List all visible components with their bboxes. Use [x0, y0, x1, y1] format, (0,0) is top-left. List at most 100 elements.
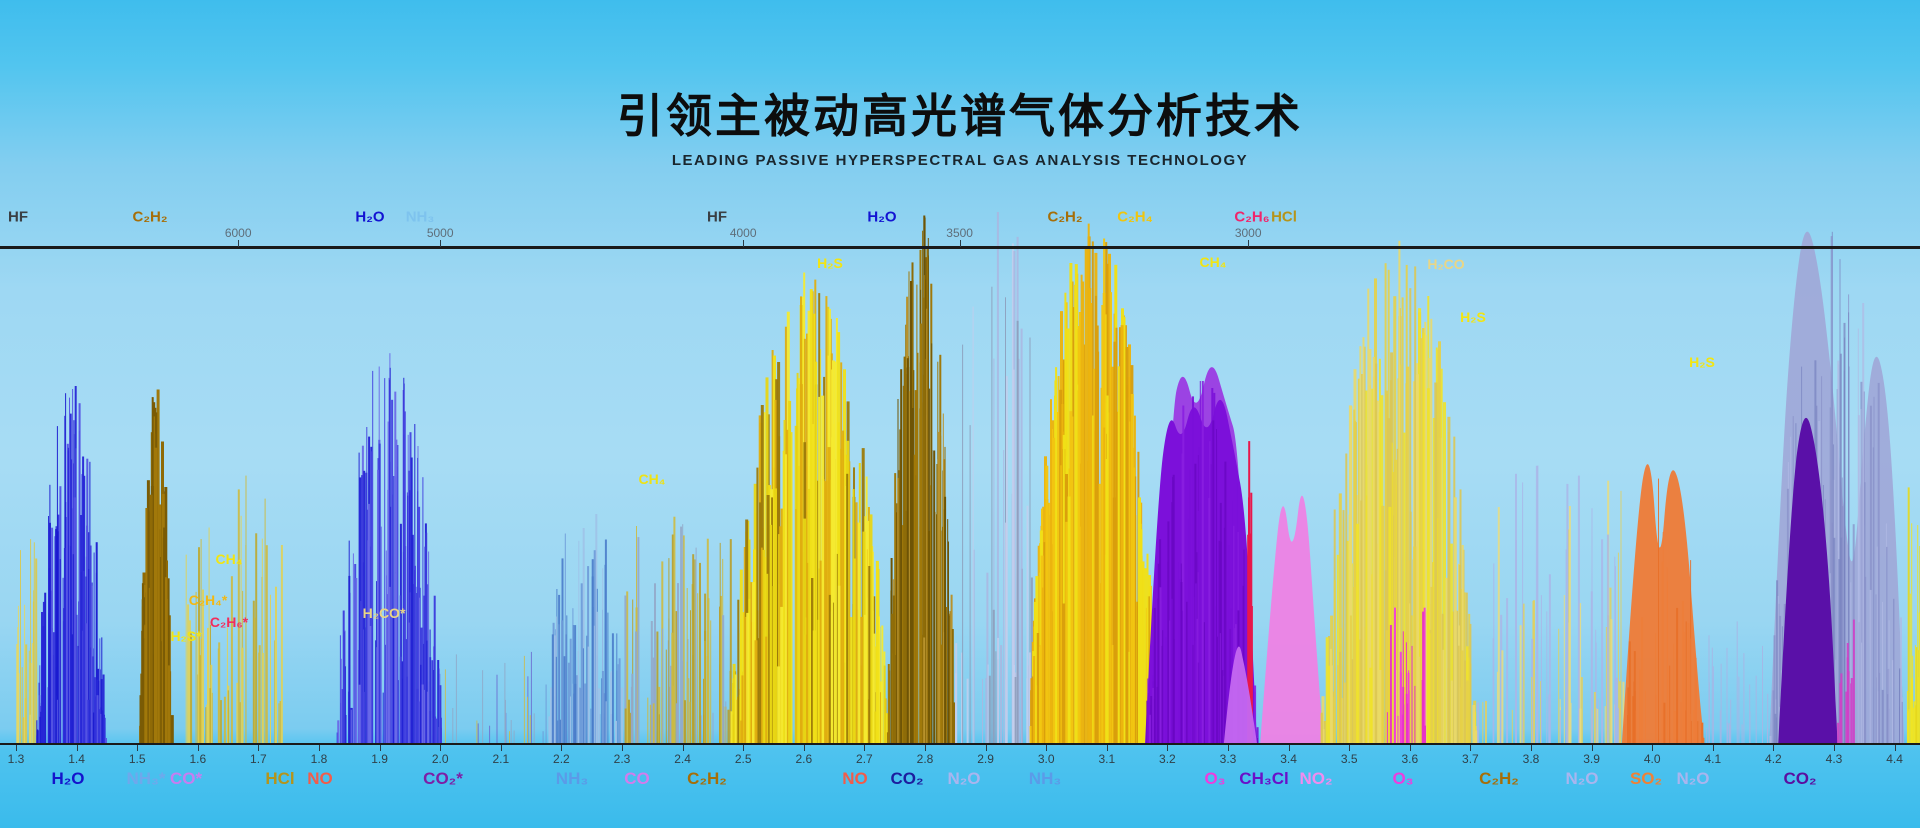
band-h2o-1.9 [336, 353, 442, 744]
wavelength-tick-mark [925, 745, 926, 751]
bottom-gas-label-NO: NO [842, 769, 868, 788]
wavelength-tick-mark [1228, 745, 1229, 751]
wavenumber-tick-mark [238, 240, 240, 247]
wavenumber-axis-line [0, 246, 1920, 249]
wavenumber-tick-mark [743, 240, 745, 247]
wavelength-tick-label: 2.3 [613, 752, 631, 766]
band-khaki-3.55 [1320, 240, 1478, 744]
band-purple-lines [1146, 381, 1259, 744]
wavelength-tick-mark [743, 745, 745, 751]
wavelength-tick-label: 3.5 [1340, 752, 1358, 766]
bottom-gas-label-N₂O: N₂O [1565, 769, 1599, 788]
chart-gas-label-C₂H₄*: C₂H₄* [188, 592, 228, 608]
wavelength-tick-label: 3.3 [1219, 752, 1237, 766]
bottom-gas-label-N₂O: N₂O [947, 769, 981, 788]
wavelength-tick-label: 2.2 [553, 752, 570, 766]
chart-gas-label-H₂S: H₂S [1460, 309, 1486, 325]
wavelength-tick-mark [803, 745, 805, 751]
top-gas-label-HF: HF [8, 208, 28, 226]
wavelength-tick-label: 2.7 [856, 752, 873, 766]
top-gas-label-C₂H₆: C₂H₆ [1234, 208, 1270, 226]
wavelength-tick-label: 4.4 [1886, 752, 1903, 766]
chart-gas-label-H₂CO: H₂CO [1427, 256, 1465, 272]
page-subtitle: LEADING PASSIVE HYPERSPECTRAL GAS ANALYS… [671, 152, 1249, 169]
wavenumber-tick-label: 3000 [1234, 226, 1262, 240]
wavelength-tick-label: 4.2 [1765, 752, 1782, 766]
top-gas-label-HF: HF [707, 208, 727, 226]
wavelength-tick-label: 4.1 [1704, 752, 1722, 766]
wavelength-tick-mark [16, 745, 17, 751]
bottom-gas-label-SO₂: SO₂ [1629, 769, 1663, 788]
wavelength-tick-mark [1531, 745, 1532, 751]
bottom-gas-label-O₃: O₃ [1204, 769, 1226, 788]
wavelength-tick-mark [1470, 745, 1472, 751]
wavelength-tick-label: 3.4 [1280, 752, 1297, 766]
wavelength-tick-mark [561, 745, 563, 751]
band-orchid-peaks [1260, 495, 1324, 744]
band-edge-khaki [16, 539, 38, 744]
top-gas-label-HCl: HCl [1271, 208, 1297, 226]
bottom-gas-label-C₂H₂: C₂H₂ [687, 769, 727, 788]
wavelength-tick-label: 2.0 [431, 752, 449, 766]
bottom-gas-label-HCl: HCl [265, 769, 295, 788]
wavelength-tick-mark [1712, 745, 1714, 751]
wavelength-tick-label: 3.9 [1583, 752, 1600, 766]
band-nh3-co-2.2 [542, 514, 624, 744]
wavenumber-tick-label: 3500 [946, 226, 973, 240]
chart-gas-label-CH₄: CH₄ [1199, 254, 1227, 270]
wavelength-tick-mark [1167, 745, 1169, 751]
wavelength-tick-mark [1834, 745, 1835, 751]
bottom-gas-label-CO₂: CO₂ [890, 769, 924, 788]
wavelength-tick-mark [137, 745, 139, 751]
wavelength-tick-label: 1.8 [310, 752, 328, 766]
wavelength-tick-label: 2.6 [795, 752, 813, 766]
chart-gas-label-H₂CO*: H₂CO* [362, 605, 406, 621]
wavelength-tick-label: 2.1 [492, 752, 510, 766]
wavelength-axis-line [0, 743, 1920, 745]
wavelength-tick-mark [258, 745, 260, 751]
wavelength-tick-mark [985, 745, 987, 751]
wavelength-tick-label: 3.7 [1462, 752, 1479, 766]
bottom-gas-label-NH₃*: NH₃* [126, 769, 166, 788]
wavelength-tick-mark [1409, 745, 1411, 751]
band-brown-2.78 [886, 215, 956, 744]
top-gas-label-C₂H₄: C₂H₄ [1117, 208, 1153, 226]
wavelength-tick-mark [500, 745, 502, 751]
wavelength-tick-mark [319, 745, 320, 751]
wavelength-tick-label: 1.6 [189, 752, 207, 766]
band-c2h2-1.52 [139, 389, 174, 744]
band-crimson-stripe [1247, 441, 1253, 744]
wavelength-tick-mark [1591, 745, 1593, 751]
bottom-gas-label-CO₂*: CO₂* [423, 769, 463, 788]
band-right-yellow [1906, 487, 1920, 744]
wavelength-tick-mark [864, 745, 866, 751]
wavelength-tick-label: 1.3 [7, 752, 25, 766]
band-ch4-1.65 [185, 475, 283, 744]
wavelength-tick-label: 2.9 [977, 752, 994, 766]
band-magenta-o3 [1386, 607, 1426, 744]
wavelength-tick-label: 2.4 [674, 752, 691, 766]
band-periwinkle-4.1 [1706, 621, 1769, 744]
band-orange-lines [1624, 478, 1705, 744]
band-gold-3.05 [1029, 223, 1157, 744]
band-co2-violet [1778, 417, 1838, 744]
wavelength-tick-mark [1106, 745, 1108, 751]
wavenumber-tick-mark [959, 240, 961, 247]
bottom-gas-label-CO*: CO* [169, 769, 203, 788]
band-sparse-2.05 [444, 651, 535, 744]
bottom-gas-label-NO: NO [307, 769, 333, 788]
bottom-gas-label-NH₃: NH₃ [1028, 769, 1062, 788]
wavelength-tick-mark [1773, 745, 1775, 751]
bottom-gas-label-N₂O: N₂O [1676, 769, 1710, 788]
wavelength-tick-label: 1.9 [371, 752, 388, 766]
wavelength-tick-label: 3.1 [1098, 752, 1116, 766]
bottom-gas-label-H₂O: H₂O [51, 769, 85, 788]
chart-gas-label-C₂H₆*: C₂H₆* [209, 614, 249, 630]
chart-gas-label-CH₄: CH₄ [215, 551, 243, 567]
top-gas-label-C₂H₂: C₂H₂ [1047, 208, 1083, 226]
wavelength-tick-label: 3.8 [1522, 752, 1540, 766]
bottom-gas-label-CO: CO [624, 769, 650, 788]
wavelength-tick-label: 2.8 [916, 752, 934, 766]
bottom-gas-label-CO₂: CO₂ [1783, 769, 1817, 788]
